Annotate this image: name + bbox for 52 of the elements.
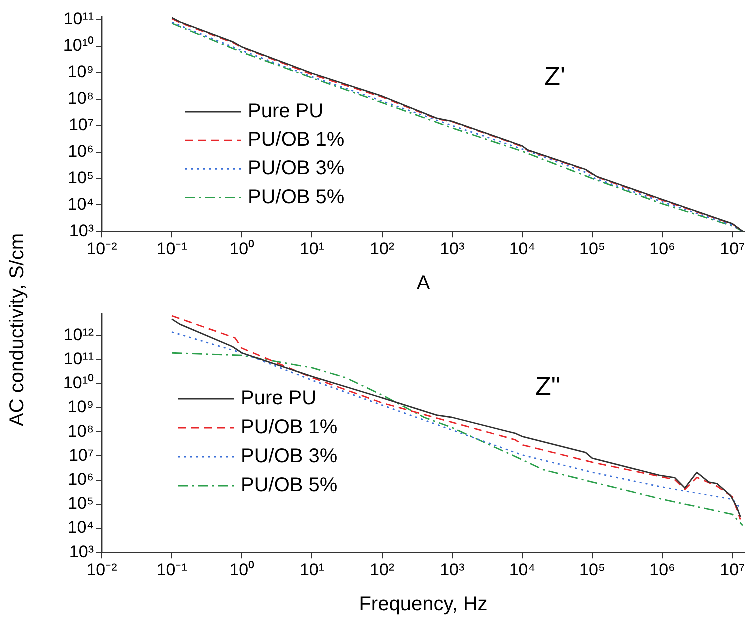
annotation: Z' [544, 61, 566, 92]
x-tick-label: 10⁻¹ [156, 560, 188, 580]
x-tick-label: 10² [370, 239, 395, 258]
x-tick-label: 10¹ [300, 560, 325, 580]
y-tick-label: 10³ [69, 221, 94, 240]
x-tick-label: 10⁻² [86, 560, 118, 580]
x-tick-label: 10³ [440, 560, 465, 580]
annotation: Z" [535, 371, 561, 402]
x-tick-label: 10⁶ [650, 560, 676, 580]
y-tick-label: 10⁸ [68, 422, 94, 441]
x-tick-label: 10⁰ [230, 560, 255, 580]
y-tick-label: 10⁹ [68, 398, 94, 417]
legend-label: Pure PU [241, 388, 317, 410]
x-tick-label: 10⁻² [86, 239, 118, 258]
y-tick-label: 10⁸ [68, 89, 94, 108]
x-axis-title: Frequency, Hz [359, 594, 488, 616]
x-tick-label: 10⁵ [580, 239, 606, 258]
x-tick-label: 10³ [440, 239, 465, 258]
y-tick-label: 10⁵ [68, 494, 94, 514]
legend-label: PU/OB 5% [241, 474, 338, 497]
y-axis-title: AC conductivity, S/cm [6, 233, 30, 427]
legend-label: PU/OB 1% [241, 416, 338, 439]
x-tick-label: 10⁶ [650, 239, 676, 258]
y-tick-label: 10¹² [64, 325, 94, 344]
legend-label: Pure PU [248, 100, 324, 123]
x-tick-label: 10⁻¹ [156, 239, 188, 258]
legend-label: PU/OB 5% [248, 186, 345, 208]
y-tick-label: 10⁵ [68, 168, 94, 188]
x-tick-label: 10² [370, 560, 395, 580]
legend-label: PU/OB 1% [248, 129, 345, 152]
y-tick-label: 10⁴ [68, 518, 94, 538]
x-tick-label: 10⁴ [509, 239, 536, 258]
legend-label: PU/OB 3% [241, 446, 338, 468]
y-tick-label: 10¹⁰ [63, 374, 94, 393]
y-tick-label: 10⁷ [68, 446, 94, 465]
x-tick-label: 10¹ [300, 239, 325, 258]
x-axis-title: A [416, 272, 431, 295]
x-tick-label: 10⁷ [720, 239, 746, 258]
y-tick-label: 10⁹ [68, 62, 94, 82]
y-tick-label: 10¹¹ [64, 350, 94, 369]
x-tick-label: 10⁷ [720, 560, 746, 580]
y-tick-label: 10⁶ [68, 470, 94, 490]
y-tick-label: 10¹⁰ [63, 36, 94, 56]
x-tick-label: 10⁴ [509, 560, 536, 580]
legend-label: PU/OB 3% [248, 158, 345, 180]
x-tick-label: 10⁵ [580, 560, 606, 580]
y-tick-label: 10³ [69, 542, 94, 562]
y-tick-label: 10¹¹ [64, 10, 94, 29]
y-tick-label: 10⁷ [68, 115, 94, 134]
y-tick-label: 10⁴ [68, 194, 94, 214]
x-tick-label: 10⁰ [230, 239, 255, 258]
y-tick-label: 10⁶ [68, 142, 94, 161]
